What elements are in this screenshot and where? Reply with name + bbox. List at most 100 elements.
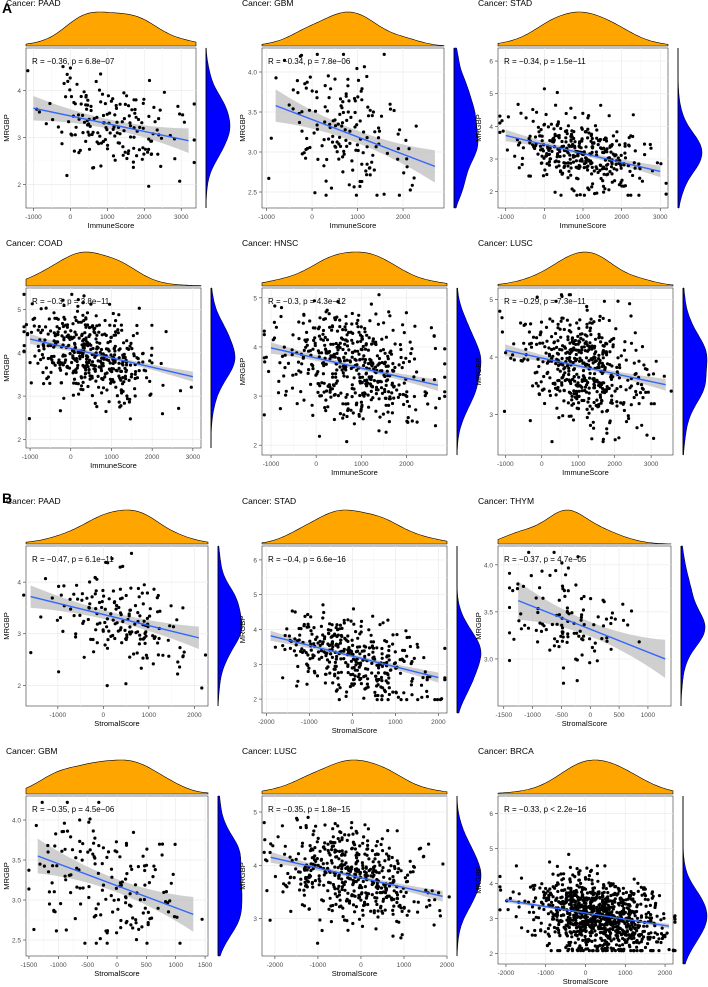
data-point (337, 874, 341, 878)
data-point (311, 656, 315, 660)
data-point (640, 179, 645, 183)
y-tick-label: 3.0 (12, 898, 21, 905)
data-points (27, 800, 204, 945)
data-point (528, 342, 532, 346)
data-point (132, 652, 136, 656)
data-point (563, 346, 568, 350)
data-point (273, 304, 277, 308)
data-point (388, 395, 392, 399)
data-point (147, 147, 151, 151)
data-point (646, 935, 650, 940)
data-point (358, 645, 362, 649)
data-point (541, 596, 545, 600)
data-point (152, 105, 156, 109)
data-point (400, 933, 404, 937)
x-axis-label: ImmuneScore (331, 468, 378, 477)
data-point (599, 103, 603, 107)
data-point (544, 351, 548, 355)
y-axis-label: MRGBP (238, 114, 247, 142)
data-point (164, 330, 168, 334)
data-point (120, 120, 124, 124)
data-point (105, 617, 109, 621)
data-point (336, 645, 340, 649)
data-point (550, 440, 554, 444)
data-point (572, 375, 576, 379)
data-point (600, 390, 605, 394)
data-point (306, 622, 310, 626)
data-point (389, 864, 393, 868)
data-point (621, 912, 625, 916)
data-point (286, 871, 290, 876)
data-point (145, 847, 149, 851)
data-point (83, 323, 87, 327)
data-point (609, 621, 613, 626)
data-point (601, 598, 605, 602)
data-point (629, 609, 634, 613)
data-point (549, 893, 554, 897)
data-point (588, 326, 593, 330)
data-point (584, 920, 588, 924)
data-point (377, 293, 381, 297)
data-points (267, 52, 418, 197)
data-point (178, 179, 182, 183)
x-tick-label: 2000 (137, 214, 152, 221)
data-point (73, 358, 77, 362)
data-point (71, 371, 75, 375)
data-point (317, 657, 321, 661)
data-point (290, 609, 294, 613)
data-point (33, 354, 37, 358)
data-point (352, 682, 356, 686)
data-point (553, 134, 557, 138)
data-point (109, 99, 113, 103)
data-point (414, 408, 418, 412)
data-point (613, 891, 617, 895)
data-point (393, 661, 397, 665)
data-point (536, 152, 540, 156)
data-point (560, 623, 564, 627)
data-point (93, 592, 97, 596)
data-point (393, 650, 397, 654)
data-point (144, 634, 148, 638)
data-point (360, 381, 364, 385)
data-point (424, 888, 428, 892)
data-point (404, 138, 408, 142)
data-point (345, 339, 349, 343)
data-point (559, 335, 563, 339)
data-point (561, 877, 566, 881)
data-point (336, 394, 340, 398)
data-point (533, 928, 537, 933)
data-point (181, 606, 185, 610)
data-point (593, 938, 597, 942)
data-point (58, 616, 63, 620)
data-point (337, 893, 341, 897)
data-point (141, 352, 145, 356)
data-point (169, 881, 173, 885)
data-point (393, 365, 397, 370)
data-point (115, 120, 119, 124)
data-point (342, 149, 346, 153)
data-point (119, 918, 123, 923)
data-point (374, 674, 378, 678)
panel-title: Cancer: LUSC (478, 238, 533, 248)
data-point (569, 138, 573, 142)
data-point (575, 883, 579, 888)
data-point (155, 596, 159, 600)
data-point (563, 927, 567, 931)
data-points (498, 852, 677, 953)
data-point (344, 94, 348, 98)
data-point (597, 318, 602, 322)
data-point (615, 168, 619, 172)
data-point (306, 815, 310, 820)
data-point (578, 193, 582, 197)
data-point (586, 136, 590, 140)
data-point (426, 402, 430, 406)
data-point (551, 319, 555, 323)
data-point (542, 907, 546, 912)
data-point (330, 909, 334, 913)
data-point (580, 348, 584, 352)
data-point (595, 872, 600, 876)
data-point (141, 854, 145, 858)
data-point (605, 427, 609, 431)
data-point (391, 633, 395, 637)
data-point (559, 872, 563, 876)
